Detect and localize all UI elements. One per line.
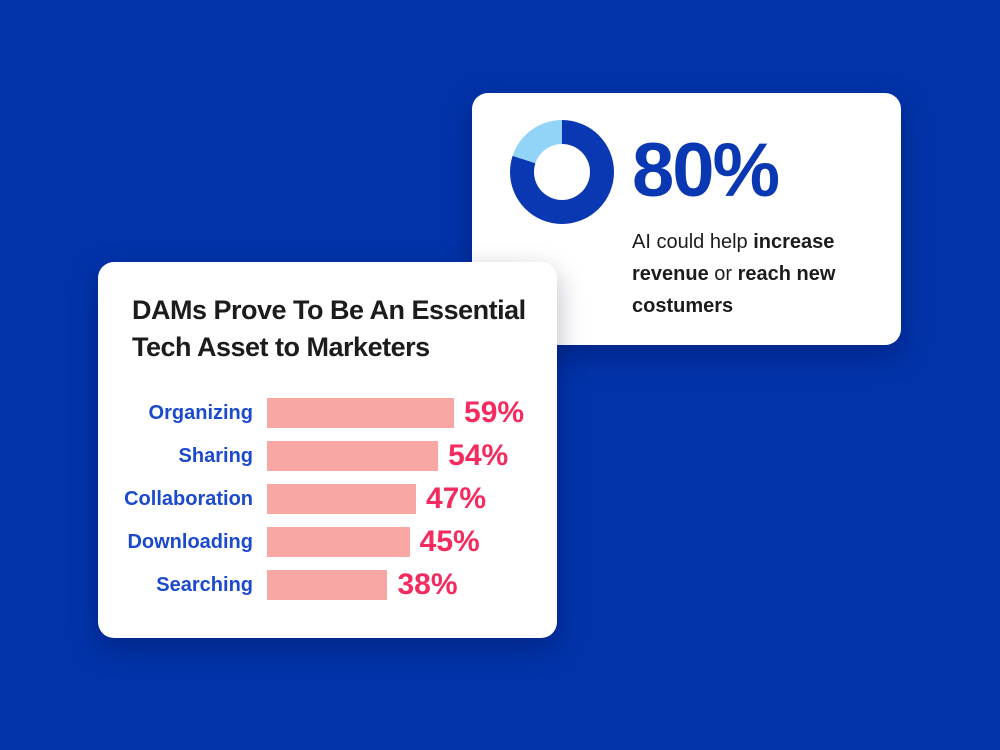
bar-category-label: Collaboration — [124, 487, 253, 510]
ai-description-line: AI could help increase — [632, 231, 835, 253]
bar-value-label: 47% — [425, 482, 487, 515]
bar-value-label: 45% — [419, 525, 480, 558]
ai-percent-value: 80% — [632, 128, 780, 213]
donut-hole — [534, 144, 590, 200]
donut-chart — [510, 120, 614, 224]
chart-title: DAMs Prove To Be An Essential Tech Asset … — [132, 292, 526, 366]
bar — [267, 398, 455, 428]
bar-category-label: Downloading — [127, 530, 253, 553]
bar — [267, 570, 388, 600]
bar-chart: Organizing 59% Sharing 54% Collaboration… — [98, 396, 557, 601]
bar-row: Downloading 45% — [98, 525, 557, 558]
bar-row: Searching 38% — [98, 568, 557, 601]
bar-category-label: Organizing — [148, 401, 253, 424]
bar — [267, 527, 410, 557]
bar-row: Sharing 54% — [98, 439, 557, 472]
dam-chart-card: DAMs Prove To Be An Essential Tech Asset … — [98, 262, 557, 638]
bar-category-label: Searching — [156, 573, 253, 596]
bar-value-label: 38% — [397, 568, 458, 601]
ai-description-line: costumers — [632, 295, 734, 317]
chart-title-line: Tech Asset to Marketers — [132, 332, 430, 362]
bar — [267, 441, 439, 471]
bar-value-label: 54% — [448, 439, 509, 472]
bar-value-label: 59% — [464, 396, 525, 429]
ai-description-line: revenue or reach new — [632, 263, 836, 285]
bar-row: Collaboration 47% — [98, 482, 557, 515]
bar — [267, 484, 416, 514]
ai-description: AI could help increase revenue or reach n… — [632, 226, 835, 322]
bar-category-label: Sharing — [178, 444, 253, 467]
bar-row: Organizing 59% — [98, 396, 557, 429]
ai-stat-text: 80% AI could help increase revenue or rea… — [632, 133, 835, 322]
chart-title-line: DAMs Prove To Be An Essential — [132, 295, 526, 325]
